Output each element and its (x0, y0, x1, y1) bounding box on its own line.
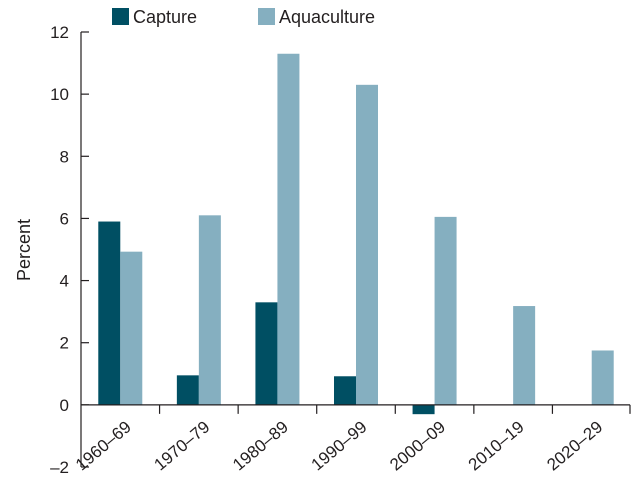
legend-swatch-capture (112, 8, 129, 25)
x-tick-label: 1980–89 (229, 417, 292, 474)
bar-capture-2000-09 (412, 404, 435, 415)
x-tick-label: 2000–09 (386, 417, 449, 474)
legend-label-aquaculture: Aquaculture (279, 7, 375, 27)
legend-swatch-aquaculture (258, 8, 275, 25)
y-tick-label: 4 (60, 272, 69, 291)
x-tick-label: 1990–99 (308, 417, 371, 474)
bar-capture-1970-79 (176, 375, 199, 405)
bar-aquaculture-1960-69 (120, 251, 143, 405)
y-tick-label: 10 (50, 85, 69, 104)
legend: Capture Aquaculture (112, 7, 375, 27)
bar-aquaculture-1970-79 (198, 215, 221, 405)
bar-capture-1980-89 (255, 302, 278, 405)
legend-label-capture: Capture (133, 7, 197, 27)
x-tick-label: 1970–79 (151, 417, 214, 474)
bar-aquaculture-1990-99 (356, 84, 378, 405)
bar-capture-1990-99 (334, 376, 356, 405)
bar-aquaculture-2020-29 (591, 350, 614, 405)
y-tick-label: –2 (50, 458, 69, 477)
bar-aquaculture-2010-19 (513, 306, 536, 405)
x-tick-label: 2010–19 (465, 417, 528, 474)
y-tick-label: 2 (60, 334, 69, 353)
y-tick-label: 6 (60, 209, 69, 228)
bar-aquaculture-2000-09 (434, 216, 457, 405)
x-axis: 1960–69 1970–79 1980–89 1990–99 2000–09 2010–… (72, 404, 631, 474)
y-axis-title: Percent (14, 219, 34, 281)
x-tick-label: 2020–29 (543, 417, 606, 474)
y-tick-label: 0 (60, 396, 69, 415)
bars (98, 53, 614, 415)
y-axis: –2 0 2 4 6 8 10 12 (50, 23, 89, 477)
bar-aquaculture-1980-89 (277, 53, 300, 405)
y-tick-label: 12 (50, 23, 69, 42)
bar-capture-1960-69 (98, 221, 121, 405)
y-tick-label: 8 (60, 147, 69, 166)
